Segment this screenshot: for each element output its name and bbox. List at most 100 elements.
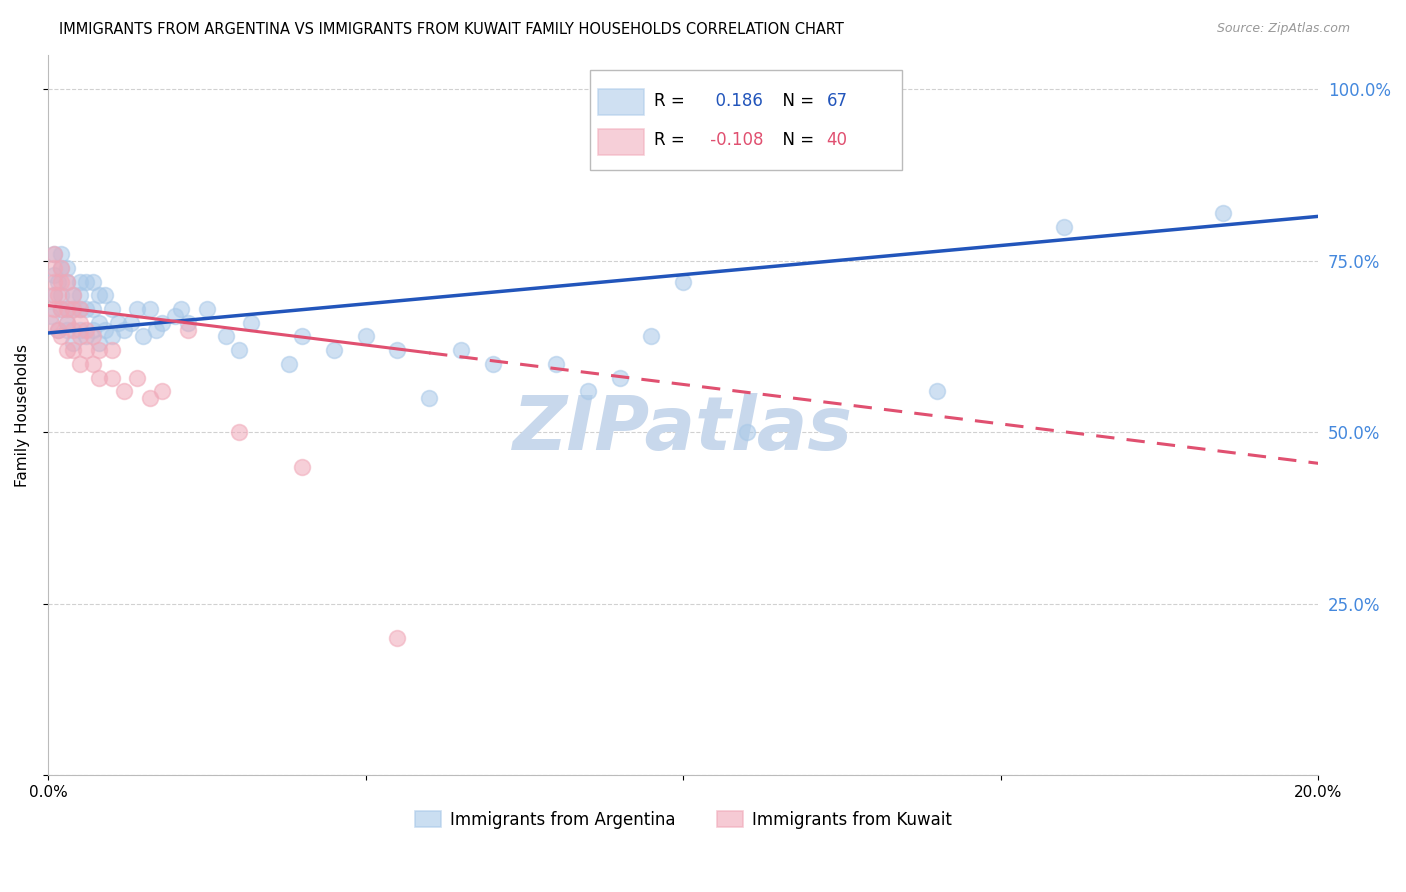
Point — [418, 391, 440, 405]
Point — [354, 329, 377, 343]
Point — [240, 316, 263, 330]
Point — [62, 301, 84, 316]
Point — [87, 336, 110, 351]
Point — [100, 343, 122, 358]
Point — [69, 329, 91, 343]
Point — [62, 301, 84, 316]
Point — [291, 459, 314, 474]
Text: 0.186: 0.186 — [704, 92, 762, 110]
Point — [56, 343, 79, 358]
Point — [46, 322, 69, 336]
Point — [39, 309, 62, 323]
Point — [39, 316, 62, 330]
Point — [56, 301, 79, 316]
FancyBboxPatch shape — [598, 128, 644, 154]
Point — [46, 322, 69, 336]
Point — [62, 322, 84, 336]
Point — [49, 301, 72, 316]
Point — [44, 288, 66, 302]
Point — [56, 301, 79, 316]
Text: R =: R = — [654, 131, 685, 149]
Point — [49, 260, 72, 275]
Point — [75, 329, 97, 343]
Point — [82, 301, 104, 316]
Point — [44, 288, 66, 302]
Point — [215, 329, 238, 343]
Text: IMMIGRANTS FROM ARGENTINA VS IMMIGRANTS FROM KUWAIT FAMILY HOUSEHOLDS CORRELATIO: IMMIGRANTS FROM ARGENTINA VS IMMIGRANTS … — [59, 22, 844, 37]
Point — [44, 247, 66, 261]
Point — [291, 329, 314, 343]
Y-axis label: Family Households: Family Households — [15, 343, 30, 487]
Point — [1053, 219, 1076, 234]
Point — [100, 370, 122, 384]
Point — [75, 275, 97, 289]
Text: N =: N = — [772, 131, 820, 149]
Point — [125, 301, 148, 316]
Point — [735, 425, 758, 440]
Point — [82, 322, 104, 336]
Text: 40: 40 — [827, 131, 848, 149]
Point — [82, 329, 104, 343]
Point — [177, 322, 200, 336]
Text: N =: N = — [772, 92, 820, 110]
Point — [69, 357, 91, 371]
Point — [62, 343, 84, 358]
Point — [170, 301, 193, 316]
Point — [100, 301, 122, 316]
Point — [69, 322, 91, 336]
Point — [165, 309, 187, 323]
Point — [927, 384, 949, 399]
Text: ZIPatlas: ZIPatlas — [513, 393, 853, 467]
Point — [94, 322, 117, 336]
Text: -0.108: -0.108 — [704, 131, 763, 149]
Point — [112, 322, 135, 336]
Point — [87, 343, 110, 358]
Point — [56, 316, 79, 330]
Point — [112, 384, 135, 399]
Point — [672, 275, 695, 289]
Point — [278, 357, 301, 371]
Point — [82, 275, 104, 289]
Text: 67: 67 — [827, 92, 848, 110]
Point — [138, 391, 160, 405]
Point — [44, 247, 66, 261]
FancyBboxPatch shape — [598, 89, 644, 115]
Point — [56, 275, 79, 289]
Point — [107, 316, 129, 330]
Point — [87, 316, 110, 330]
Point — [640, 329, 662, 343]
Point — [387, 632, 409, 646]
Point — [177, 316, 200, 330]
FancyBboxPatch shape — [591, 70, 901, 170]
Point — [49, 301, 72, 316]
Point — [387, 343, 409, 358]
Point — [322, 343, 344, 358]
Point — [138, 301, 160, 316]
Point — [609, 370, 631, 384]
Point — [125, 370, 148, 384]
Point — [44, 268, 66, 282]
Point — [94, 288, 117, 302]
Point — [120, 316, 142, 330]
Point — [82, 357, 104, 371]
Text: R =: R = — [654, 92, 685, 110]
Point — [44, 260, 66, 275]
Legend: Immigrants from Argentina, Immigrants from Kuwait: Immigrants from Argentina, Immigrants fr… — [408, 805, 959, 836]
Point — [49, 329, 72, 343]
Point — [228, 425, 250, 440]
Point — [69, 288, 91, 302]
Point — [49, 260, 72, 275]
Point — [46, 275, 69, 289]
Point — [75, 322, 97, 336]
Point — [87, 288, 110, 302]
Point — [44, 301, 66, 316]
Point — [62, 288, 84, 302]
Point — [132, 329, 155, 343]
Point — [56, 275, 79, 289]
Point — [49, 288, 72, 302]
Point — [62, 288, 84, 302]
Point — [450, 343, 472, 358]
Point — [100, 329, 122, 343]
Point — [69, 316, 91, 330]
Text: Source: ZipAtlas.com: Source: ZipAtlas.com — [1216, 22, 1350, 36]
